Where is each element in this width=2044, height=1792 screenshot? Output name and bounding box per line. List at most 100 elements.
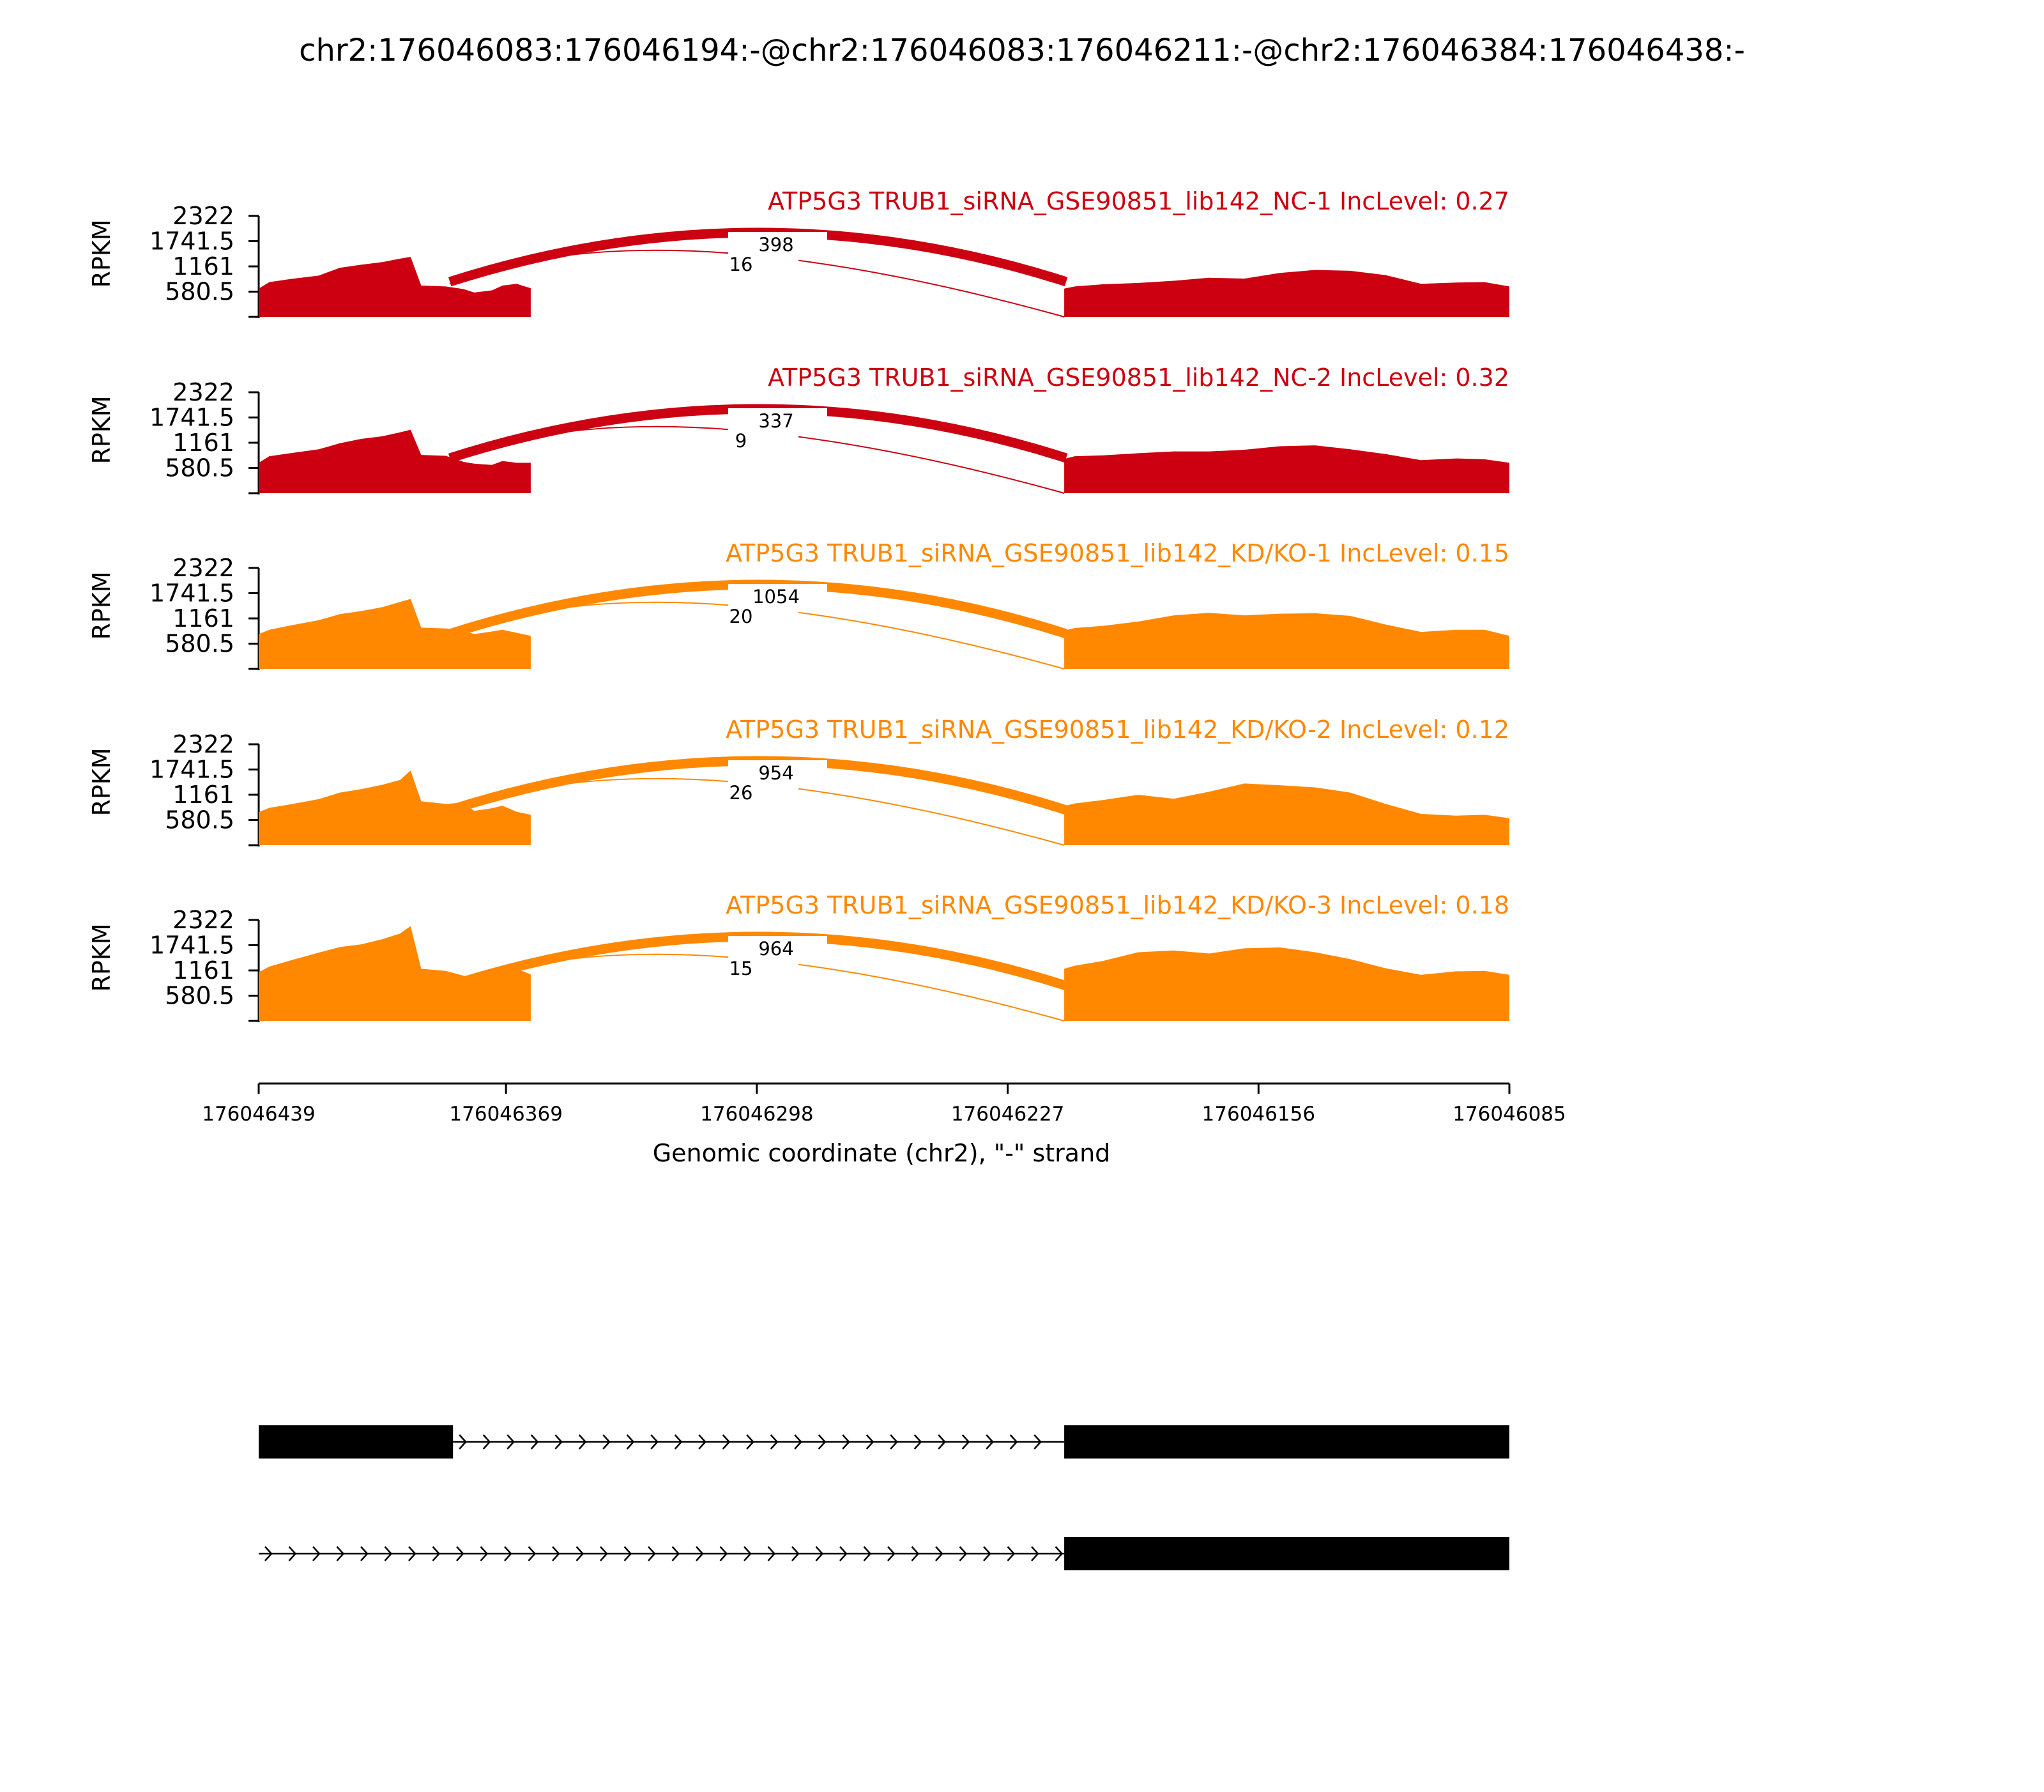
strand-arrow [312, 1546, 321, 1561]
strand-arrow [504, 1546, 512, 1561]
junction-label-box [728, 253, 798, 276]
strand-arrow [528, 1546, 537, 1561]
x-tick-label: 176046369 [449, 1103, 563, 1126]
strand-arrow [432, 1546, 441, 1561]
y-tick-label: 1741.5 [149, 227, 234, 256]
strand-arrow [842, 1434, 850, 1450]
y-tick-label: 1161 [172, 956, 234, 984]
inclusion-junction-arc [449, 953, 1065, 1022]
y-tick-label: 580.5 [165, 278, 234, 306]
strand-arrow [1033, 1434, 1042, 1450]
strand-arrow [818, 1434, 827, 1450]
x-tick-label: 176046085 [1453, 1103, 1566, 1126]
skip-junction-count: 337 [758, 410, 793, 432]
strand-arrow [839, 1546, 848, 1561]
x-tick-label: 176046298 [700, 1103, 814, 1126]
sample-label: ATP5G3 TRUB1_siRNA_GSE90851_lib142_KD/KO… [726, 891, 1509, 919]
strand-arrow [1031, 1546, 1039, 1561]
isoform-track [259, 1537, 1509, 1570]
gene-structure [259, 1425, 1509, 1570]
strand-arrow [698, 1434, 706, 1450]
exon-block [1064, 1425, 1509, 1459]
inclusion-junction-arc [449, 425, 1065, 494]
strand-arrow [890, 1434, 898, 1450]
strand-arrow [911, 1546, 920, 1561]
strand-arrow [959, 1546, 968, 1561]
inclusion-junction-count: 15 [729, 958, 753, 979]
y-tick-label: 2322 [172, 730, 234, 758]
inclusion-junction-arc [449, 601, 1065, 670]
strand-arrow [1007, 1546, 1016, 1561]
skip-junction-count: 398 [758, 234, 793, 256]
strand-arrow [913, 1434, 922, 1450]
strand-arrow [983, 1546, 991, 1561]
inclusion-junction-arc [449, 777, 1065, 846]
strand-arrow [482, 1434, 491, 1450]
coverage-area [1064, 613, 1509, 669]
skip-junction-count: 964 [758, 938, 793, 960]
y-tick-label: 1741.5 [149, 756, 234, 784]
x-tick-label: 176046156 [1202, 1103, 1316, 1126]
strand-arrow [986, 1434, 994, 1450]
coverage-area [1064, 783, 1509, 845]
strand-arrow [288, 1546, 297, 1561]
y-tick-label: 580.5 [165, 454, 234, 482]
junction-label-box [728, 760, 827, 785]
strand-arrow [576, 1546, 584, 1561]
junction-label-box [728, 429, 798, 452]
strand-arrow [360, 1546, 369, 1561]
y-tick-label: 2322 [172, 378, 234, 406]
coverage-area [1064, 947, 1509, 1021]
strand-arrow [935, 1546, 943, 1561]
strand-arrow [650, 1434, 659, 1450]
strand-arrow [791, 1546, 800, 1561]
strand-arrow [722, 1434, 731, 1450]
strand-arrow [264, 1546, 273, 1561]
y-tick-label: 580.5 [165, 630, 234, 658]
y-axis-label: RPKM [88, 747, 116, 816]
strand-arrow [794, 1434, 802, 1450]
coverage-area [259, 926, 531, 1021]
strand-arrow [530, 1434, 539, 1450]
junction-label-box [728, 781, 798, 804]
inclusion-junction-count: 16 [729, 254, 753, 275]
strand-arrow [674, 1434, 683, 1450]
junction-label-box [728, 936, 827, 960]
strand-arrow [480, 1546, 489, 1561]
strand-arrow [384, 1546, 393, 1561]
strand-arrow [648, 1546, 656, 1561]
exon-block [259, 1425, 454, 1459]
y-tick-label: 580.5 [165, 982, 234, 1010]
coverage-area [259, 599, 531, 669]
exon-block [1064, 1537, 1509, 1570]
strand-arrow [626, 1434, 635, 1450]
coverage-area [259, 257, 531, 317]
strand-arrow [671, 1546, 680, 1561]
strand-arrow [1055, 1546, 1064, 1561]
y-tick-label: 1741.5 [149, 404, 234, 432]
junction-label-box [728, 957, 798, 980]
strand-arrow [507, 1434, 515, 1450]
chart-title: chr2:176046083:176046194:-@chr2:17604608… [299, 33, 1745, 68]
coverage-area [259, 770, 531, 845]
y-tick-label: 580.5 [165, 806, 234, 834]
strand-arrow [938, 1434, 946, 1450]
inclusion-junction-count: 26 [729, 782, 753, 804]
junction-label-box [728, 584, 827, 608]
sample-label: ATP5G3 TRUB1_siRNA_GSE90851_lib142_NC-1 … [768, 187, 1509, 215]
y-tick-label: 1161 [172, 429, 234, 457]
strand-arrow [602, 1434, 611, 1450]
y-tick-label: 2322 [172, 906, 234, 934]
strand-arrow [578, 1434, 587, 1450]
skip-junction-count: 1054 [752, 586, 800, 608]
x-axis: 176046439 176046369 176046298 176046227 1760… [202, 1082, 1566, 1126]
y-axis-label: RPKM [88, 571, 116, 639]
y-tick-label: 1741.5 [149, 579, 234, 608]
inclusion-junction-count: 9 [735, 430, 747, 452]
x-axis-label: Genomic coordinate (chr2), "-" strand [653, 1139, 1111, 1167]
coverage-area [1064, 445, 1509, 493]
